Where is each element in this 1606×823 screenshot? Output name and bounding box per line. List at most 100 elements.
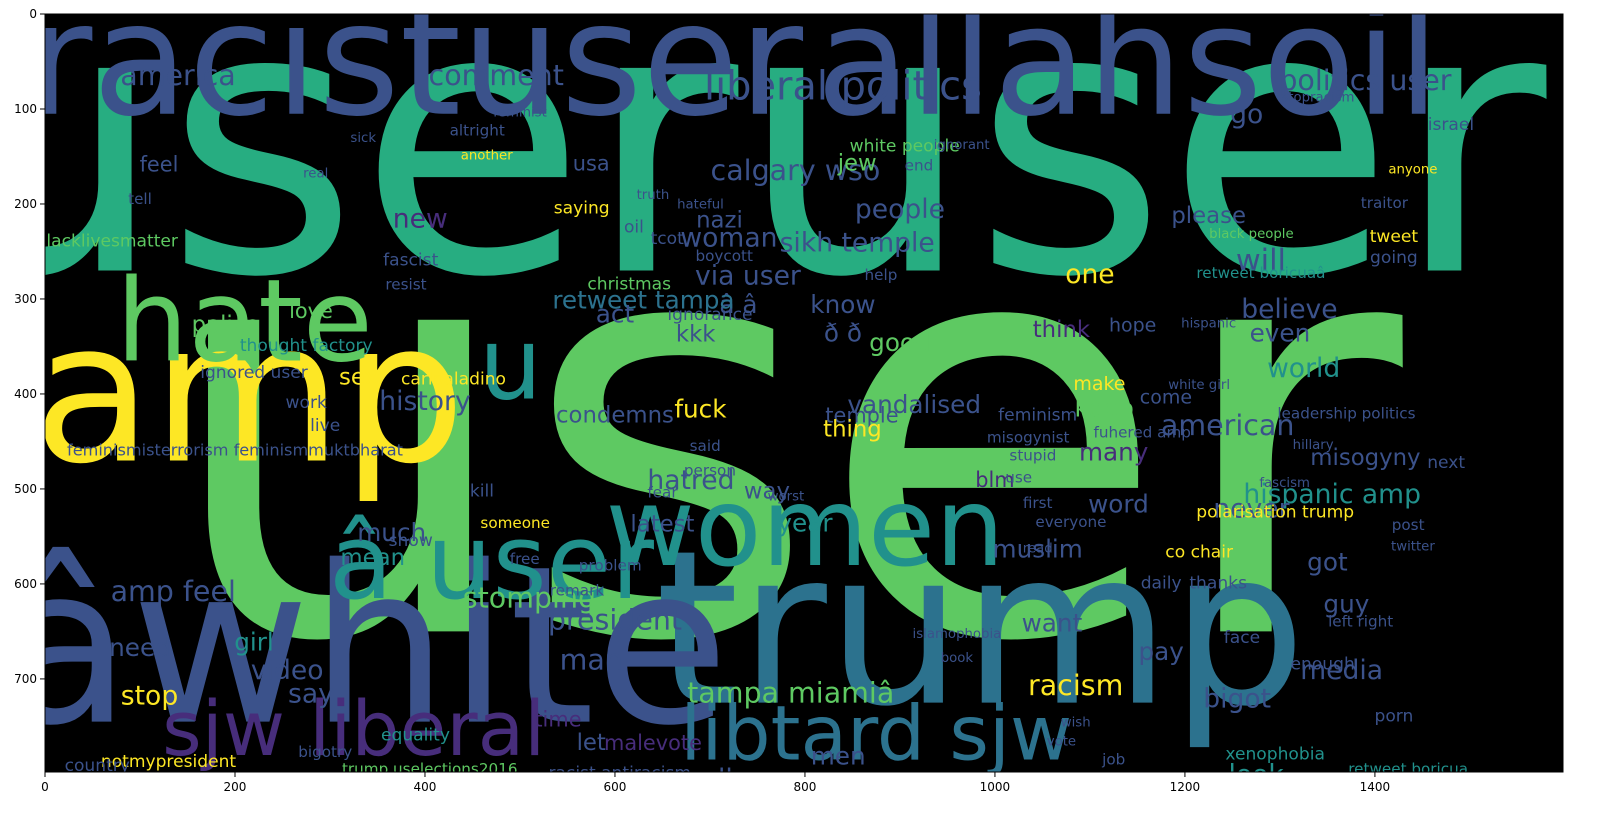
x-tick-label: 1200 <box>1170 780 1201 794</box>
cloud-word: police <box>192 312 260 338</box>
cloud-word: calgary wso <box>711 154 881 187</box>
cloud-word: hate <box>116 255 373 388</box>
cloud-word: mean <box>340 545 405 571</box>
y-tick-label: 500 <box>14 482 37 496</box>
cloud-word: resist <box>385 275 426 293</box>
cloud-word: president <box>548 604 682 637</box>
y-tick-label: 700 <box>14 672 37 686</box>
cloud-word: say <box>288 679 334 710</box>
cloud-word: libtard sjw <box>680 689 1072 778</box>
cloud-word: latest <box>630 512 694 538</box>
cloud-word: let <box>577 730 606 756</box>
cloud-word: sjw liberal <box>162 684 545 773</box>
cloud-word: thing <box>823 417 882 443</box>
cloud-word: men <box>811 741 866 770</box>
cloud-word: love <box>289 299 333 323</box>
cloud-word: vandalised <box>847 390 981 419</box>
cloud-word: people <box>855 194 945 225</box>
cloud-word: think <box>1033 317 1091 343</box>
cloud-word: work <box>286 393 327 413</box>
cloud-word: blacklivesmatter <box>36 232 179 252</box>
cloud-word: know <box>810 290 875 319</box>
cloud-word: islamophobia <box>913 627 1002 642</box>
cloud-word: sick <box>350 131 376 146</box>
cloud-word: time <box>534 707 581 731</box>
cloud-word: show <box>389 531 433 551</box>
cloud-word: kill <box>470 482 494 502</box>
cloud-word: much <box>357 518 426 547</box>
cloud-word: enough <box>1291 654 1355 674</box>
cloud-word: christmas <box>587 274 671 294</box>
cloud-word: racist antiracism <box>548 764 691 784</box>
cloud-word: never <box>1213 493 1289 524</box>
cloud-word: amp <box>33 279 466 506</box>
cloud-word: white girl <box>1168 378 1230 393</box>
cloud-word: tell <box>128 190 152 208</box>
cloud-word: feminismisterrorism feminismmuktbharat <box>67 441 403 460</box>
cloud-word: fascist <box>383 251 438 271</box>
cloud-word: post <box>1392 516 1425 534</box>
cloud-word: need <box>109 633 171 662</box>
cloud-word: remark <box>550 581 605 599</box>
cloud-word: history <box>379 386 470 417</box>
cloud-word: end <box>905 157 934 175</box>
cloud-word: xenophobia <box>1225 745 1325 765</box>
cloud-word: truth <box>637 188 670 203</box>
cloud-word: co chair <box>1165 542 1234 562</box>
cloud-word: u <box>479 306 542 423</box>
cloud-word: guy <box>1323 589 1369 618</box>
cloud-word: feel <box>140 153 179 177</box>
cloud-word: liberal politics <box>704 63 982 109</box>
cloud-word: carlpaladino <box>401 369 506 389</box>
cloud-word: trump uselections2016 <box>342 760 518 778</box>
cloud-word: ignorant <box>934 138 990 153</box>
y-tick-label: 0 <box>29 7 37 21</box>
cloud-word: look <box>1229 759 1285 790</box>
x-tick-label: 400 <box>414 780 437 794</box>
cloud-word: man <box>560 643 623 676</box>
cloud-word: tampa miamiâ <box>687 677 894 710</box>
cloud-word: face <box>1224 628 1260 648</box>
cloud-word: next <box>1427 453 1465 473</box>
cloud-word: feminism <box>998 406 1077 426</box>
cloud-word: comment <box>429 59 564 92</box>
cloud-word: read <box>1023 542 1053 557</box>
cloud-word: anyone <box>1388 163 1437 178</box>
y-tick-label: 100 <box>14 102 37 116</box>
x-tick-label: 0 <box>41 780 49 794</box>
y-tick-label: 200 <box>14 197 37 211</box>
cloud-word: equality <box>381 726 450 746</box>
cloud-word: come <box>1140 386 1192 408</box>
cloud-word: got <box>1307 548 1348 577</box>
cloud-word: new <box>393 204 448 235</box>
cloud-word: make <box>1073 373 1125 395</box>
cloud-word: via user <box>695 261 801 292</box>
cloud-word: hispanic <box>1181 316 1236 331</box>
cloud-word: america <box>120 59 235 92</box>
cloud-word: â â <box>719 290 757 319</box>
cloud-word: first <box>1023 494 1053 512</box>
cloud-word: woman <box>680 223 777 254</box>
cloud-word: someone <box>480 514 550 532</box>
cloud-word: wish <box>1061 715 1091 730</box>
cloud-word: hatred <box>647 465 734 496</box>
cloud-word: retweet boricua <box>1348 760 1468 778</box>
cloud-word: porn <box>1374 707 1413 727</box>
cloud-background <box>45 14 1563 772</box>
cloud-word: amp feel <box>111 575 236 608</box>
cloud-word: good <box>869 328 931 357</box>
cloud-word: â user <box>329 501 654 623</box>
cloud-word: jew <box>837 151 877 177</box>
cloud-word: leadership politics <box>1277 405 1415 423</box>
x-axis: 0 200 400 600 800 1000 1200 1400 <box>41 772 1390 794</box>
cloud-word: sikh temple <box>780 227 935 258</box>
cloud-word: trump <box>655 506 1306 754</box>
cloud-word: world <box>1267 353 1340 384</box>
cloud-word: bigot <box>1203 683 1271 714</box>
cloud-word: israel <box>1428 115 1474 135</box>
cloud-word: even <box>1250 319 1311 348</box>
cloud-word: believe <box>1241 294 1337 325</box>
